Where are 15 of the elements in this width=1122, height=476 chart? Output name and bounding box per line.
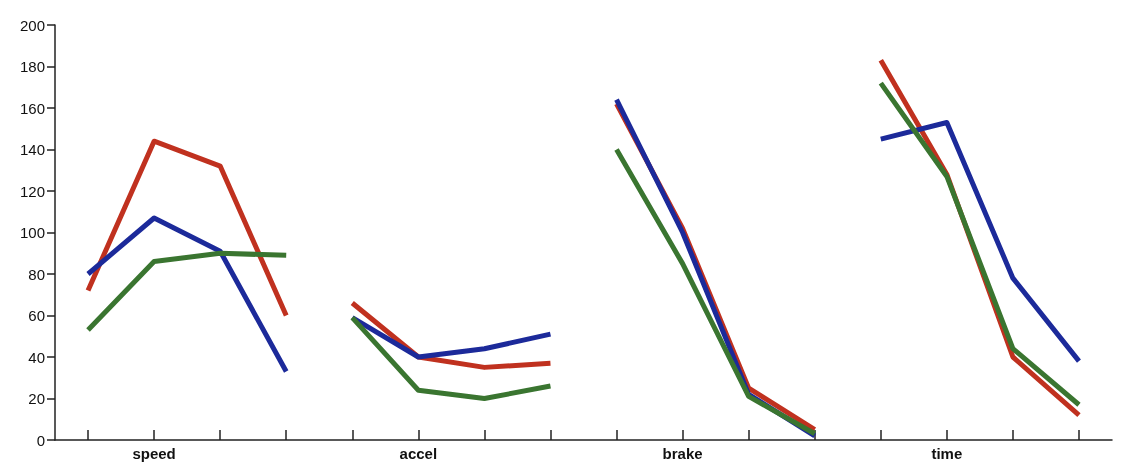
x-tick-label: brake	[662, 445, 703, 462]
x-tick-label: speed	[132, 445, 176, 462]
y-tick-label: 200	[19, 16, 45, 34]
y-tick-label: 100	[19, 224, 45, 241]
y-tick-label: 140	[19, 141, 45, 158]
y-tick-label: 160	[19, 99, 45, 117]
y-tick-label: 80	[28, 265, 45, 283]
y-tick-label: 120	[19, 182, 45, 200]
x-tick-label: time	[931, 445, 963, 462]
y-tick-label: 40	[28, 348, 45, 366]
x-tick-label: accel	[399, 445, 438, 462]
y-tick-label: 180	[19, 58, 45, 75]
y-tick-label: 20	[28, 390, 45, 407]
y-tick-label: 60	[28, 307, 45, 324]
y-tick-label: 0	[36, 431, 45, 449]
